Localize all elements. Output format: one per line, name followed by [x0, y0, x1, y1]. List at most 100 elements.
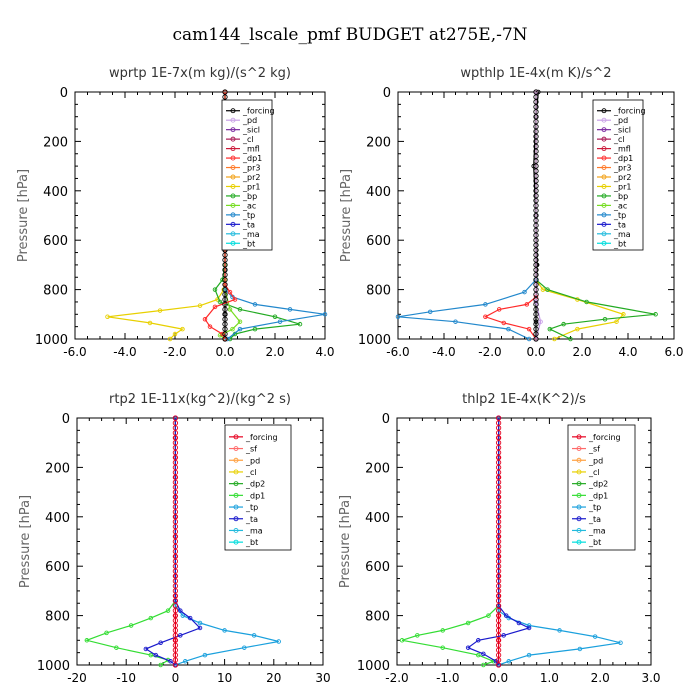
series-point — [220, 331, 225, 337]
panel-0: wprtp 1E-7x(m kg)/(s^2 kg) Pressure [hPa]… — [16, 66, 335, 359]
series-point — [526, 652, 532, 658]
zero-line-marker — [495, 514, 502, 520]
zero-line-marker — [172, 464, 179, 471]
series-point — [483, 314, 488, 320]
zero-line-marker — [533, 148, 539, 154]
series-point — [197, 620, 203, 626]
zero-line-marker — [533, 282, 539, 288]
zero-line-marker — [222, 331, 228, 337]
zero-line-marker — [172, 430, 179, 436]
legend-marker — [230, 202, 236, 208]
legend-marker — [576, 539, 582, 545]
series-point — [533, 299, 539, 305]
zero-line-marker — [172, 657, 179, 663]
series-point — [533, 319, 539, 324]
zero-line-marker — [495, 632, 502, 639]
zero-line-marker — [172, 563, 179, 569]
series-point — [217, 299, 223, 305]
x-tick-label: 3.0 — [641, 671, 660, 685]
zero-line-marker — [172, 637, 179, 643]
zero-line-marker — [495, 440, 502, 446]
zero-line-marker — [533, 267, 539, 273]
zero-line-marker — [495, 454, 502, 461]
zero-line-marker — [172, 504, 179, 510]
series-line-ta — [144, 418, 202, 666]
panel-title: rtp2 1E-11x(kg^2)/(kg^2 s) — [109, 392, 291, 407]
zero-line-marker — [222, 262, 228, 268]
series-point — [395, 314, 401, 320]
x-tick-label: -4.0 — [432, 345, 455, 359]
zero-line-marker — [495, 622, 502, 629]
legend: _forcing _sf _pd _cl _dp2 _dp1 _tp _ta _ma _bt — [224, 424, 292, 551]
series-point — [251, 633, 257, 638]
zero-line-marker — [222, 291, 228, 298]
series-point — [476, 652, 481, 658]
zero-line-marker — [172, 588, 179, 594]
legend-entry: _sicl — [613, 126, 631, 135]
series-point — [552, 336, 557, 342]
zero-line-marker — [495, 662, 502, 668]
y-tick-label: 400 — [365, 511, 390, 526]
legend-marker — [233, 434, 239, 440]
zero-line-marker — [495, 425, 502, 431]
series-line-tp — [397, 92, 537, 340]
zero-line-marker — [222, 306, 228, 313]
legend-entry: _ma — [613, 230, 631, 239]
y-tick-label: 800 — [366, 284, 391, 299]
x-tick-label: -6.0 — [63, 345, 86, 359]
y-tick-label: 1000 — [357, 659, 390, 674]
y-tick-label: 600 — [365, 560, 390, 575]
x-tick-label: -10 — [116, 671, 136, 685]
legend-entry: _tp — [613, 211, 626, 220]
series-point — [453, 319, 458, 324]
zero-line-marker — [533, 89, 539, 95]
zero-line-marker — [533, 173, 539, 179]
zero-line-marker — [172, 548, 179, 555]
legend-entry: _ta — [245, 515, 258, 524]
zero-line-marker — [533, 104, 539, 110]
legend-marker — [576, 481, 582, 487]
y-tick-label: 800 — [43, 284, 68, 299]
legend-box — [221, 99, 273, 251]
legend-marker — [576, 516, 582, 522]
legend-entry: _sicl — [242, 126, 260, 135]
legend-entry: _forcing — [613, 107, 646, 116]
zero-line-marker — [495, 642, 502, 648]
legend-marker — [601, 174, 607, 180]
zero-line-marker — [222, 301, 228, 308]
zero-line-marker — [495, 568, 502, 574]
zero-line-marker — [533, 277, 539, 283]
zero-line-marker — [533, 222, 539, 229]
zero-line-marker — [222, 89, 228, 95]
series-point — [568, 336, 573, 342]
y-tick-label: 400 — [45, 511, 70, 526]
series-point — [526, 625, 532, 631]
legend-entry: _dp1 — [613, 154, 633, 163]
series-point — [168, 659, 173, 664]
series-point — [516, 620, 522, 626]
legend-entry: _forcing — [588, 433, 621, 442]
zero-line-marker — [533, 291, 539, 298]
zero-line-marker — [222, 326, 228, 332]
zero-line-marker — [533, 114, 539, 120]
zero-line-marker — [533, 301, 539, 308]
zero-line-marker — [495, 528, 502, 535]
zero-line-marker — [533, 321, 539, 327]
x-tick-label: -1.0 — [436, 671, 459, 685]
zero-line-marker — [222, 316, 228, 322]
series-point — [227, 289, 233, 295]
series-point — [220, 277, 225, 282]
zero-line-marker — [172, 425, 179, 431]
x-tick-label: 1.0 — [540, 671, 559, 685]
series-point — [157, 308, 163, 313]
legend-marker — [233, 446, 239, 451]
y-tick-label: 200 — [45, 461, 70, 476]
zero-line-marker — [533, 143, 539, 149]
series-point — [501, 320, 507, 326]
series-point — [167, 336, 173, 342]
zero-line-marker — [533, 94, 539, 100]
series-point — [147, 320, 153, 326]
series-point — [225, 336, 230, 342]
series-point — [653, 312, 658, 317]
zero-line-marker — [172, 647, 179, 653]
